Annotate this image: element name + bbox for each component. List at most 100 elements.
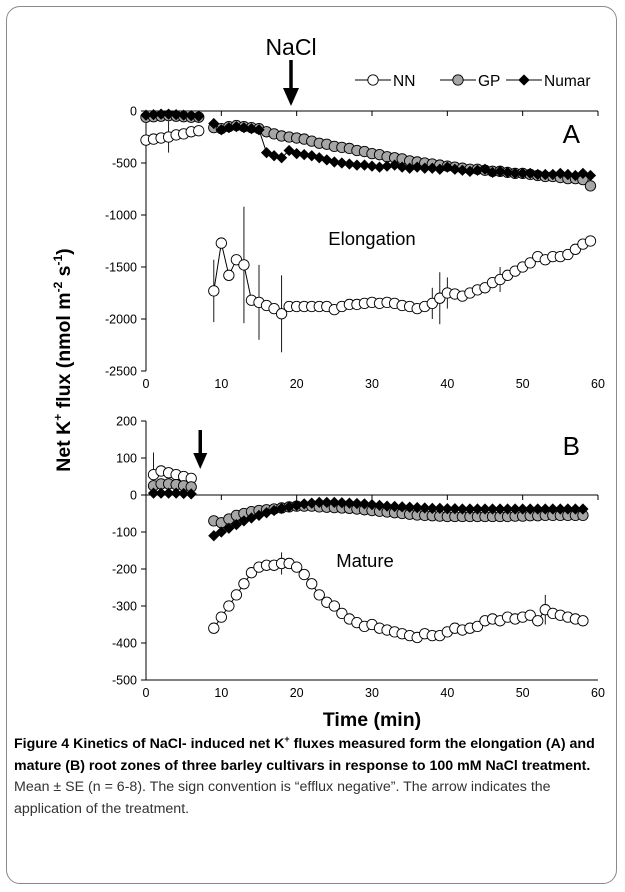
point-numar-b-51 [547, 503, 559, 515]
y-axis-label: Net K+ flux (nmol m-2 s-1) [51, 248, 75, 471]
point-numar-b-4 [178, 487, 190, 500]
y-tick-label-1-5: -300 [112, 600, 137, 614]
y-tick-label-0-3: -1500 [105, 261, 137, 275]
y-tick-label-1-2: 0 [130, 489, 137, 503]
point-numar-a-58 [584, 169, 597, 182]
point-nn-b-11 [245, 567, 258, 579]
point-numar-b-41 [471, 503, 484, 515]
point-numar-b-24 [343, 497, 356, 509]
point-numar-a-26 [343, 158, 356, 170]
point-numar-a-5 [178, 109, 190, 121]
y-tick-label-1-0: 200 [116, 415, 137, 429]
point-numar-b-42 [479, 503, 491, 515]
y-label-mid: flux (nmol m [53, 292, 75, 413]
point-numar-b-48 [524, 503, 536, 515]
point-numar-a-7 [193, 110, 205, 122]
x-tick-label-1-3: 30 [365, 686, 379, 700]
point-numar-a-12 [238, 122, 250, 134]
y-label-sup-m: -2 [51, 281, 65, 292]
point-nn-a-50 [524, 257, 536, 269]
point-numar-a-54 [554, 167, 566, 180]
legend-label-nn: NN [393, 73, 415, 90]
point-gp-a-58 [584, 180, 597, 192]
point-nn-b-41 [471, 620, 484, 632]
point-nn-a-17 [275, 308, 288, 320]
point-numar-a-19 [291, 148, 303, 160]
point-numar-a-29 [366, 160, 378, 172]
x-tick-label-1-1: 10 [214, 686, 228, 700]
y-tick-label-0-5: -2500 [105, 365, 137, 379]
caption-title-sup: + [284, 734, 290, 744]
point-numar-b-34 [419, 502, 431, 514]
point-nn-b-10 [238, 578, 250, 590]
y-tick-label-1-7: -500 [112, 674, 137, 688]
y-tick-label-1-1: 100 [116, 452, 137, 466]
x-tick-label-1-6: 60 [591, 686, 605, 700]
point-gp-legend-legend [452, 74, 464, 86]
x-tick-label-0-0: 0 [143, 377, 150, 391]
point-numar-a-46 [494, 165, 506, 177]
point-numar-b-46 [509, 503, 521, 515]
point-numar-a-11 [230, 120, 243, 133]
point-numar-legend-legend [518, 74, 530, 86]
x-tick-label-1-4: 40 [440, 686, 454, 700]
figure-caption: Figure 4 Kinetics of NaCl- induced net K… [14, 734, 606, 820]
point-numar-b-55 [577, 503, 589, 515]
legend-label-gp: GP [478, 73, 500, 90]
point-nn-a-12 [238, 259, 250, 271]
point-numar-b-7 [215, 526, 227, 538]
y-label-main: Net K [53, 421, 75, 472]
point-numar-a-41 [456, 164, 469, 176]
point-nn-b-19 [306, 578, 318, 590]
point-numar-a-36 [419, 162, 431, 174]
x-tick-label-0-3: 30 [365, 377, 379, 391]
point-numar-a-13 [245, 123, 258, 135]
caption-title-start: Figure 4 Kinetics of NaCl- induced net K [14, 736, 285, 752]
point-numar-a-25 [336, 157, 348, 169]
point-numar-b-22 [328, 496, 340, 509]
point-numar-b-0 [147, 487, 160, 499]
annotation-elongation: Elongation [328, 228, 415, 249]
y-label-end: ) [53, 248, 75, 255]
x-tick-label-0-5: 50 [516, 377, 530, 391]
point-nn-a-58 [584, 235, 597, 247]
point-nn-a-7 [193, 125, 205, 137]
point-numar-b-8 [223, 522, 235, 534]
series-numar-b [147, 487, 589, 542]
x-tick-label-1-2: 20 [290, 686, 304, 700]
treatment-arrow-b-head [193, 453, 208, 469]
point-nn-b-49 [532, 615, 544, 627]
y-tick-label-0-0: 0 [130, 105, 137, 119]
point-nn-b-6 [208, 622, 220, 634]
annotation-mature: Mature [336, 550, 394, 571]
point-numar-a-47 [501, 166, 514, 178]
point-numar-a-17 [275, 152, 288, 164]
point-numar-a-4 [170, 109, 182, 121]
y-tick-label-1-6: -400 [112, 637, 137, 651]
point-numar-a-6 [185, 110, 197, 122]
x-tick-label-0-6: 60 [591, 377, 605, 391]
point-numar-b-2 [162, 487, 175, 499]
point-numar-a-27 [351, 159, 363, 171]
y-tick-label-1-3: -100 [112, 526, 137, 540]
point-nn-a-9 [215, 237, 227, 249]
point-numar-b-39 [456, 503, 469, 515]
point-numar-b-43 [486, 503, 499, 515]
point-nn-b-17 [291, 561, 303, 573]
point-nn-b-20 [313, 589, 325, 601]
y-tick-label-0-2: -1000 [105, 209, 137, 223]
point-numar-b-40 [464, 503, 476, 515]
x-tick-label-0-1: 10 [214, 377, 228, 391]
point-numar-b-45 [501, 503, 514, 515]
point-numar-b-27 [366, 498, 378, 511]
point-numar-b-1 [155, 487, 167, 499]
series-line-nn-b-1 [213, 562, 584, 638]
point-numar-b-37 [441, 503, 453, 515]
point-nn-b-8 [223, 600, 235, 612]
x-tick-label-0-2: 20 [290, 377, 304, 391]
point-numar-a-51 [532, 168, 544, 181]
point-numar-b-33 [411, 501, 423, 514]
point-numar-b-38 [449, 503, 461, 515]
point-numar-b-28 [373, 499, 386, 511]
point-numar-b-29 [381, 500, 393, 512]
